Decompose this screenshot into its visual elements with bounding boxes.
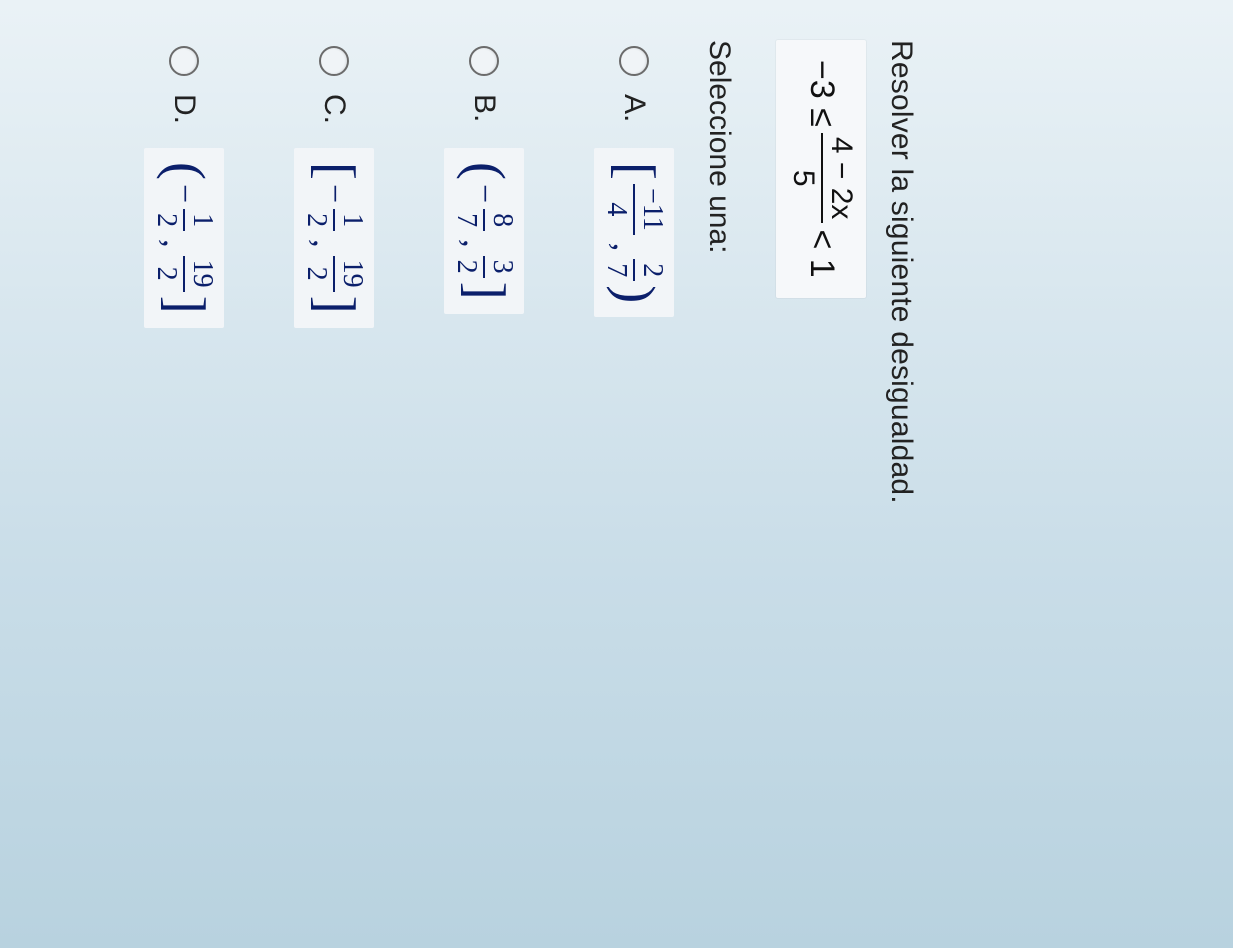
- frac-num: 8: [488, 209, 516, 231]
- right-delimiter: ): [620, 285, 652, 303]
- answer-box: [ − 1 2 , 19 2 ]: [294, 148, 374, 328]
- answer-box: ( − 1 2 , 19 2 ]: [144, 148, 224, 328]
- frac-den: 2: [452, 256, 480, 278]
- fraction-bar: [483, 209, 485, 231]
- frac-den: 2: [302, 263, 330, 285]
- fraction-bar: [333, 256, 335, 292]
- option-key: A.: [617, 94, 651, 130]
- fraction-bar: [183, 256, 185, 292]
- answer-box: ( − 8 7 , 3 2 ]: [444, 148, 524, 314]
- left-delimiter: (: [170, 162, 202, 180]
- inequality-box: −3 ≤ 4 − 2x 5 < 1: [776, 40, 866, 298]
- frac-num: 19: [338, 256, 366, 292]
- fraction-bar: [633, 184, 635, 235]
- frac-den: 2: [152, 263, 180, 285]
- question-panel: Resolver la siguiente desigualdad. −3 ≤ …: [0, 0, 948, 948]
- interval-expression: [ −11 4 , 2 7 ): [602, 162, 666, 303]
- interval-expression: ( − 8 7 , 3 2 ]: [452, 162, 516, 300]
- interval-comma: ,: [455, 235, 493, 252]
- fraction-bar: [183, 209, 185, 231]
- interval-right-frac: 3 2: [452, 256, 516, 278]
- fraction-bar: [483, 256, 485, 278]
- interval-right-frac: 19 2: [302, 256, 366, 292]
- right-delimiter: ]: [170, 296, 202, 314]
- ineq-fraction: 4 − 2x 5: [788, 133, 856, 224]
- inequality-expression: −3 ≤ 4 − 2x 5 < 1: [788, 60, 856, 278]
- frac-num: 19: [188, 256, 216, 292]
- interval-expression: [ − 1 2 , 19 2 ]: [302, 162, 366, 314]
- right-delimiter: ]: [320, 296, 352, 314]
- interval-comma: ,: [155, 235, 193, 252]
- frac-den: 2: [152, 209, 180, 231]
- option-d[interactable]: D. ( − 1 2 , 19 2 ]: [144, 46, 224, 918]
- frac-num: 1: [338, 209, 366, 231]
- fraction-bar: [633, 259, 635, 281]
- interval-right-frac: 2 7: [602, 259, 666, 281]
- radio-icon[interactable]: [169, 46, 199, 76]
- fraction-bar: [821, 133, 823, 224]
- neg-sign: −: [315, 184, 353, 205]
- interval-right-frac: 19 2: [152, 256, 216, 292]
- option-key: B.: [467, 94, 501, 130]
- neg-sign: −: [165, 184, 203, 205]
- fraction-bar: [333, 209, 335, 231]
- ineq-left: −3 ≤: [803, 60, 842, 127]
- frac-num: 2: [638, 259, 666, 281]
- frac-num: 1: [188, 209, 216, 231]
- option-key: D.: [167, 94, 201, 130]
- frac-den: 4: [602, 198, 630, 220]
- ineq-right: < 1: [803, 229, 842, 277]
- option-c[interactable]: C. [ − 1 2 , 19 2 ]: [294, 46, 374, 918]
- select-one-label: Seleccione una:: [702, 40, 736, 918]
- interval-comma: ,: [605, 239, 643, 256]
- interval-left-frac: 1 2: [302, 209, 366, 231]
- radio-icon[interactable]: [319, 46, 349, 76]
- frac-num: −11: [638, 184, 666, 235]
- ineq-frac-den: 5: [788, 166, 818, 191]
- neg-sign: −: [465, 184, 503, 205]
- question-prompt: Resolver la siguiente desigualdad.: [884, 40, 918, 918]
- option-b[interactable]: B. ( − 8 7 , 3 2 ]: [444, 46, 524, 918]
- options-list: A. [ −11 4 , 2 7 ): [144, 46, 674, 918]
- left-delimiter: [: [620, 162, 652, 180]
- interval-left-frac: −11 4: [602, 184, 666, 235]
- answer-box: [ −11 4 , 2 7 ): [594, 148, 674, 317]
- interval-expression: ( − 1 2 , 19 2 ]: [152, 162, 216, 314]
- frac-den: 7: [602, 259, 630, 281]
- interval-comma: ,: [305, 235, 343, 252]
- right-delimiter: ]: [470, 282, 502, 300]
- frac-num: 3: [488, 256, 516, 278]
- left-delimiter: [: [320, 162, 352, 180]
- ineq-frac-num: 4 − 2x: [826, 133, 856, 224]
- interval-left-frac: 8 7: [452, 209, 516, 231]
- interval-left-frac: 1 2: [152, 209, 216, 231]
- left-delimiter: (: [470, 162, 502, 180]
- frac-den: 7: [452, 209, 480, 231]
- option-key: C.: [317, 94, 351, 130]
- radio-icon[interactable]: [619, 46, 649, 76]
- radio-icon[interactable]: [469, 46, 499, 76]
- frac-den: 2: [302, 209, 330, 231]
- option-a[interactable]: A. [ −11 4 , 2 7 ): [594, 46, 674, 918]
